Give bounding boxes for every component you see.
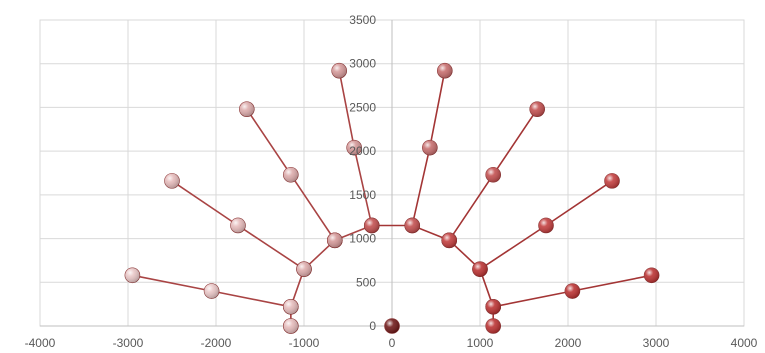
data-point-series-6 (363, 217, 380, 234)
series-line-8 (492, 274, 652, 326)
x-tick-label: 0 (389, 336, 396, 350)
data-point-series-3 (296, 261, 312, 277)
data-point-series-8 (643, 267, 660, 284)
data-point-series-2 (230, 217, 246, 234)
data-point-series-8 (564, 283, 581, 299)
data-points (124, 62, 660, 334)
y-tick-label: 3500 (349, 13, 376, 27)
data-point-series-2 (282, 298, 299, 315)
data-point-series-3 (282, 166, 299, 183)
y-tick-label: 2500 (349, 100, 376, 114)
data-point-series-5 (436, 62, 453, 79)
y-tick-label: 3000 (349, 57, 376, 71)
series-line-3 (246, 108, 336, 270)
data-point-series-1 (203, 283, 220, 299)
series-line-4 (334, 70, 373, 242)
y-tick-label: 0 (369, 319, 376, 333)
data-point-series-9 (485, 298, 502, 315)
data-point-series-6 (529, 101, 546, 117)
x-tick-label: -3000 (113, 336, 144, 350)
data-point-series-3 (239, 101, 255, 117)
y-tick-label: 1000 (349, 232, 376, 246)
data-point-series-4 (326, 232, 343, 249)
data-point-series-7 (441, 232, 458, 249)
data-point-series-4 (346, 139, 362, 156)
x-tick-label: 2000 (555, 336, 582, 350)
data-point-series-4 (331, 62, 348, 79)
x-tick-label: 3000 (643, 336, 670, 350)
y-tick-label: 1500 (349, 188, 376, 202)
data-point-series-2 (282, 318, 299, 334)
data-point-series-2 (164, 173, 180, 189)
x-tick-label: 1000 (467, 336, 494, 350)
x-tick-label: -1000 (289, 336, 320, 350)
data-point-series-8 (485, 318, 502, 334)
y-tick-label: 2000 (349, 144, 376, 158)
data-point-series-6 (404, 217, 421, 234)
x-tick-label: -2000 (201, 336, 232, 350)
data-point-series-7 (604, 173, 620, 189)
x-tick-label: 4000 (731, 336, 758, 350)
data-point-series-7 (538, 217, 554, 234)
series-line-7 (448, 180, 613, 271)
series-line-1 (132, 274, 292, 326)
axes (40, 20, 744, 327)
base-data-point (384, 318, 400, 334)
x-tick-label: -4000 (25, 336, 56, 350)
data-point-series-6 (485, 166, 502, 183)
data-point-series-9 (472, 261, 488, 277)
y-tick-label: 500 (356, 275, 376, 289)
tick-labels: -4000 -3000 -2000 -1000 0 1000 2000 3000 4000 0 50… (25, 13, 758, 350)
data-point-series-5 (422, 139, 438, 156)
series-line-6 (371, 108, 538, 242)
data-point-series-1 (124, 267, 141, 284)
